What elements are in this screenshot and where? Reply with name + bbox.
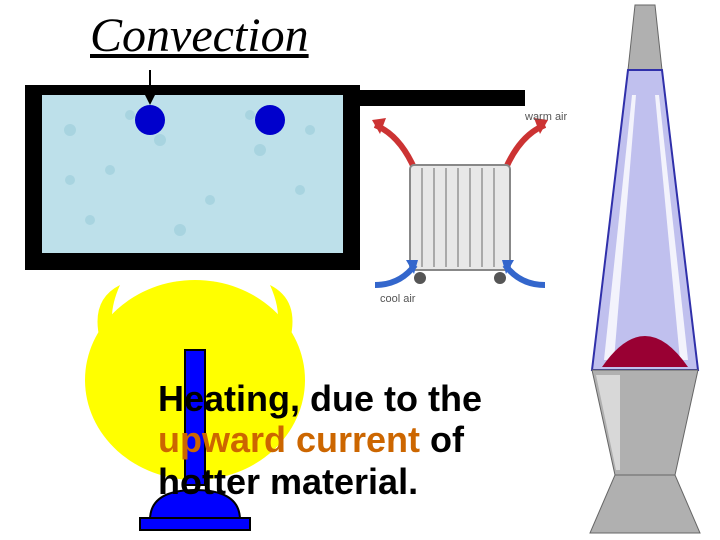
def-line2: of	[420, 419, 464, 460]
svg-text:cool air: cool air	[380, 293, 416, 305]
radiator-diagram: warm air cool air	[372, 111, 568, 305]
definition-text: Heating, due to the upward current of ho…	[158, 378, 618, 502]
def-accent: upward current	[158, 419, 420, 460]
bubble-right	[255, 105, 285, 135]
svg-text:warm air: warm air	[524, 111, 568, 123]
def-line1: Heating, due to the	[158, 378, 482, 419]
bubble-left	[135, 105, 165, 135]
def-line3: hotter material.	[158, 461, 418, 502]
